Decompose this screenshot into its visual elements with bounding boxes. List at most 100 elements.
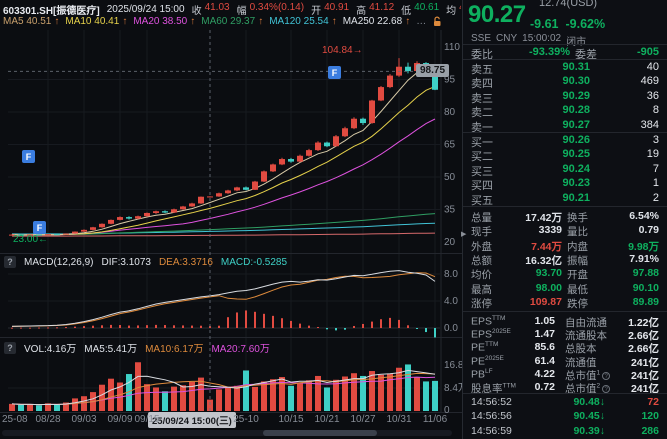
ma-label: MA10 40.41 xyxy=(65,15,120,27)
ohlc-field: 幅 0.34%(0.14) xyxy=(237,2,304,17)
ma-label: MA20 38.50 xyxy=(133,15,188,27)
ask-volume: 40 xyxy=(646,61,659,73)
ask-row[interactable]: 卖一 90.27 384 xyxy=(463,119,667,134)
divider xyxy=(463,206,667,207)
macd-value: MACD(12,26,9) xyxy=(24,256,94,268)
fundamental-label: PETTM xyxy=(471,341,499,354)
ask-row[interactable]: 卖三 90.29 36 xyxy=(463,90,667,105)
divider xyxy=(463,132,667,133)
ask-label: 卖三 xyxy=(471,92,493,105)
low-price-marker: 23.00← xyxy=(13,234,49,245)
stat-label: 内盘 xyxy=(567,240,588,253)
axis-label: 0.0 xyxy=(444,323,458,334)
fundamental-value: 2.66亿 xyxy=(628,330,659,343)
ohlc-field: 收 41.03 xyxy=(192,2,230,17)
axis-label: 20 xyxy=(444,237,456,248)
kline-header-row: 603301.SH[振德医疗] 2025/09/24 15:00 收 41.03 幅… xyxy=(3,2,461,17)
event-flag-badge[interactable]: F xyxy=(22,150,35,163)
ask-row[interactable]: 卖五 90.31 40 xyxy=(463,61,667,76)
stat-label: 振幅 xyxy=(567,254,588,267)
chart-scrollbar-track[interactable] xyxy=(2,430,452,436)
time-axis-label: 09/09 xyxy=(107,414,133,425)
bid-volume: 7 xyxy=(652,162,659,175)
stat-row: 总量 17.42万 换手 6.54% xyxy=(463,210,667,224)
event-flag-badge[interactable]: F xyxy=(328,66,341,79)
stat-value: 7.91% xyxy=(629,252,659,265)
fundamental-value: 4.22 xyxy=(534,367,555,380)
stat-label: 均价 xyxy=(471,269,492,282)
help-circle-icon[interactable]: ? xyxy=(602,385,611,393)
fundamental-label: 流通股本 xyxy=(565,330,607,343)
stat-value: 90.10 xyxy=(632,281,659,294)
market-status-row: SSE CNY 15:00:02 闭市 xyxy=(471,33,586,48)
divider xyxy=(463,393,667,394)
fundamental-label: 流通值 xyxy=(565,356,597,369)
stat-value: 89.89 xyxy=(632,295,659,308)
fundamental-row: EPSTTM 1.05 自由流通 1.22亿 xyxy=(463,315,667,329)
field-label: 高 xyxy=(356,6,367,17)
event-flag-badge[interactable]: F xyxy=(33,221,46,234)
ma-up-arrow: ↑ xyxy=(331,15,337,27)
bid-price: 90.25 xyxy=(562,148,590,161)
ma-up-arrow: ↑ xyxy=(122,15,128,27)
bid-row[interactable]: 买五 90.21 2 xyxy=(463,191,667,207)
bid-row[interactable]: 买一 90.26 3 xyxy=(463,134,667,149)
unlock-icon[interactable] xyxy=(432,16,442,27)
fundamental-row: 股息率TTM 0.72 总市值2? 241亿 xyxy=(463,381,667,395)
stat-label: 现手 xyxy=(471,226,492,239)
axis-label: 4.0 xyxy=(444,296,458,307)
quote-time: 15:00:02 xyxy=(522,33,562,44)
ma-up-arrow: ↑ xyxy=(258,15,264,27)
collapse-panel-arrow[interactable]: ▶ xyxy=(461,231,467,238)
last-price: 90.27 xyxy=(468,1,526,28)
tick-time: 14:56:59 xyxy=(471,424,512,437)
volume-values: VOL:4.16万 MA5:5.41万 MA10:6.17万 MA20:7.60万 xyxy=(24,340,270,355)
fundamental-label: EPS2025E xyxy=(471,328,511,341)
high-price-marker: 104.84→ xyxy=(322,45,363,56)
diff-value: -905 xyxy=(636,46,659,58)
volume-value: MA20:7.60万 xyxy=(211,344,270,355)
ma-up-arrow: ↑ xyxy=(190,15,196,27)
stat-value: 98.00 xyxy=(535,281,562,294)
bid-label: 买二 xyxy=(471,151,493,164)
currency-label: CNY xyxy=(496,33,518,44)
help-icon[interactable]: ? xyxy=(4,256,16,268)
ask-label: 卖一 xyxy=(471,121,493,134)
kline-chart-canvas[interactable]: 110 95 80 65 50 35 20 8.0 4.0 0.0 16.8万 8.4万 0 xyxy=(0,0,462,439)
crosshair-price-label: 98.75 xyxy=(416,64,450,78)
time-axis-label: 10/21 xyxy=(314,414,340,425)
field-value: 40.91 xyxy=(324,2,350,13)
time-axis-label: 10/27 xyxy=(350,414,376,425)
time-axis-label: 08/28 xyxy=(35,414,61,425)
ask-row[interactable]: 卖四 90.30 469 xyxy=(463,75,667,90)
stat-label: 换手 xyxy=(567,212,588,224)
help-circle-icon[interactable]: ? xyxy=(602,371,611,380)
volume-value: VOL:4.16万 xyxy=(24,344,77,355)
macd-value: DIF:3.1073 xyxy=(101,256,151,268)
volume-header-row: ? VOL:4.16万 MA5:5.41万 MA10:6.17万 MA20:7.60万 xyxy=(4,340,270,355)
tick-price: 90.45↓ xyxy=(573,410,605,423)
stat-label: 开盘 xyxy=(567,269,588,282)
ma-item: MA10 40.41 ↑ xyxy=(65,16,127,27)
ohlc-field: 开 40.91 xyxy=(311,2,349,17)
tick-row: 14:56:52 90.48↓ 72 xyxy=(463,396,667,409)
stat-row: 均价 93.70 开盘 97.88 xyxy=(463,267,667,282)
help-icon[interactable]: ? xyxy=(4,341,16,354)
exchange-label: SSE xyxy=(471,33,492,44)
divider xyxy=(463,311,667,312)
ask-label: 卖二 xyxy=(471,107,493,120)
bid-row[interactable]: 买三 90.24 7 xyxy=(463,162,667,178)
bid-row[interactable]: 买四 90.23 1 xyxy=(463,177,667,192)
chart-scrollbar-thumb[interactable] xyxy=(263,430,377,436)
bid-row[interactable]: 买二 90.25 19 xyxy=(463,148,667,164)
fundamental-value: 2.66亿 xyxy=(628,343,659,356)
ask-row[interactable]: 卖二 90.28 8 xyxy=(463,104,667,120)
bid-volume: 2 xyxy=(652,191,659,204)
ma-up-arrow: ↑ xyxy=(54,15,60,27)
ma-ellipsis[interactable]: … xyxy=(416,15,427,27)
change-value: -9.61 xyxy=(530,17,559,31)
field-label: 开 xyxy=(311,6,322,17)
divider xyxy=(463,44,667,45)
stat-value: 7.44万 xyxy=(531,240,562,253)
